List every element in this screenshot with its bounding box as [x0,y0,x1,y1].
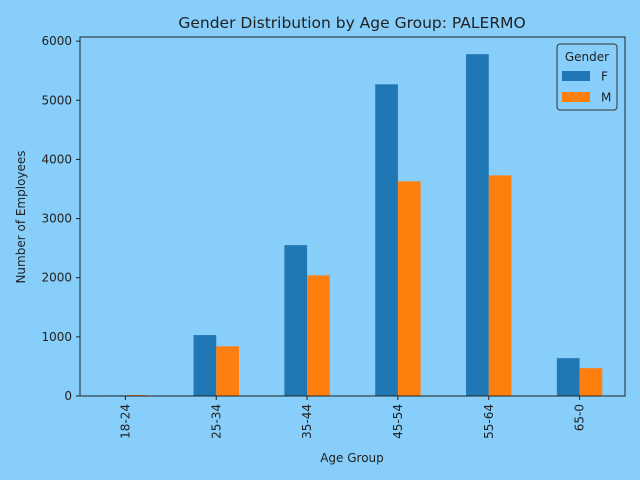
x-tick-label: 18-24 [118,404,132,439]
bar-f-55-64 [466,54,489,397]
y-tick-label: 1000 [41,330,72,344]
legend-label-m: M [601,91,611,105]
y-tick-label: 6000 [41,34,72,48]
bar-m-35-44 [307,275,330,396]
x-tick-label: 45-54 [391,404,405,439]
bar-m-65-0 [579,368,603,396]
plot-background [80,37,625,396]
x-tick-label: 35-44 [300,404,314,439]
x-tick-label: 25-34 [209,404,223,439]
legend-swatch-m [562,92,590,102]
y-tick-label: 5000 [41,93,72,107]
y-tick-label: 3000 [41,212,72,226]
bar-f-45-54 [375,84,398,396]
y-axis-label: Number of Employees [14,150,28,283]
bar-f-35-44 [284,245,308,396]
x-tick-label: 65-0 [573,404,587,431]
y-tick-label: 0 [64,389,72,403]
bar-m-55-64 [488,175,512,396]
x-tick-label: 55-64 [482,404,496,439]
x-axis-label: Age Group [320,451,384,465]
legend-swatch-f [562,71,590,81]
plot-area: 0 1000 2000 3000 4000 5000 6000 18-24 25-34 35-44… [41,34,626,439]
legend-title: Gender [565,50,609,64]
chart-title: Gender Distribution by Age Group: PALERM… [178,14,525,32]
bar-m-25-34 [216,346,239,396]
y-tick-label: 4000 [41,152,72,166]
legend-label-f: F [601,70,608,84]
legend: Gender FM [556,43,618,111]
bar-f-65-0 [556,358,580,396]
bar-m-45-54 [397,181,421,396]
bar-f-25-34 [193,335,217,396]
y-tick-label: 2000 [41,271,72,285]
plot-frame [79,36,626,397]
